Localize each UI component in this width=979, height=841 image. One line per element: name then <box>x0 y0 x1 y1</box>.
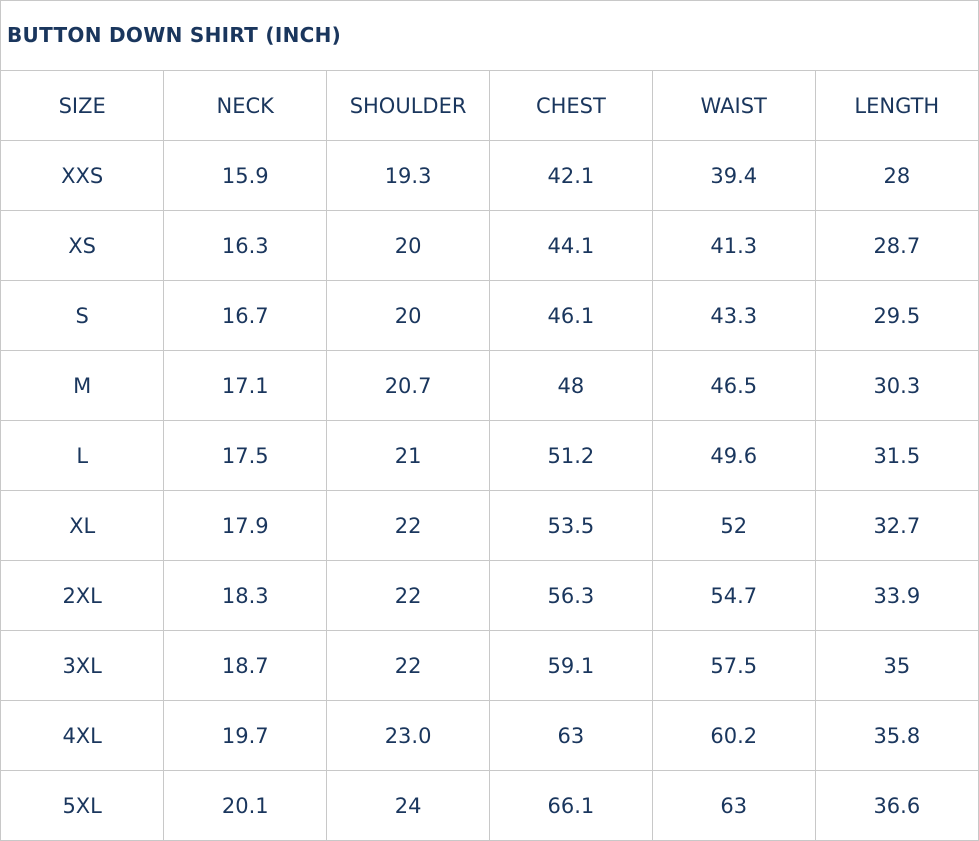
table-cell: 18.3 <box>163 560 328 631</box>
table-cell: 29.5 <box>815 280 978 351</box>
table-cell: 46.5 <box>652 350 816 421</box>
column-header: CHEST <box>489 71 653 141</box>
column-header: LENGTH <box>815 71 978 141</box>
table-cell: 20 <box>326 210 490 281</box>
table-cell: 35 <box>815 630 978 701</box>
table-row: 5XL 20.1 24 66.1 63 36.6 <box>1 770 978 840</box>
table-cell: 32.7 <box>815 490 978 561</box>
table-cell: 24 <box>326 770 490 840</box>
table-row: 4XL 19.7 23.0 63 60.2 35.8 <box>1 700 978 771</box>
table-cell: 21 <box>326 420 490 491</box>
table-cell: 28 <box>815 140 978 211</box>
table-cell: 46.1 <box>489 280 653 351</box>
table-row: M 17.1 20.7 48 46.5 30.3 <box>1 350 978 421</box>
table-cell: 63 <box>652 770 816 840</box>
table-cell: 17.9 <box>163 490 328 561</box>
table-cell: 31.5 <box>815 420 978 491</box>
table-cell: 66.1 <box>489 770 653 840</box>
table-cell: 20.1 <box>163 770 328 840</box>
table-cell: 16.7 <box>163 280 328 351</box>
table-cell: 30.3 <box>815 350 978 421</box>
table-cell: 20.7 <box>326 350 490 421</box>
column-header: SIZE <box>1 71 165 141</box>
table-cell: 43.3 <box>652 280 816 351</box>
chart-title: BUTTON DOWN SHIRT (INCH) <box>1 1 978 71</box>
table-cell: S <box>1 280 165 351</box>
header-row: SIZE NECK SHOULDER CHEST WAIST LENGTH <box>1 71 978 141</box>
table-cell: 2XL <box>1 560 165 631</box>
table-cell: 44.1 <box>489 210 653 281</box>
table-cell: 18.7 <box>163 630 328 701</box>
table-cell: L <box>1 420 165 491</box>
table-row: S 16.7 20 46.1 43.3 29.5 <box>1 280 978 351</box>
table-cell: 15.9 <box>163 140 328 211</box>
column-header: NECK <box>163 71 328 141</box>
table-cell: 54.7 <box>652 560 816 631</box>
table-row: XS 16.3 20 44.1 41.3 28.7 <box>1 210 978 281</box>
table-row: L 17.5 21 51.2 49.6 31.5 <box>1 420 978 491</box>
table-cell: 63 <box>489 700 653 771</box>
table-cell: 49.6 <box>652 420 816 491</box>
table-cell: 17.1 <box>163 350 328 421</box>
column-header: SHOULDER <box>326 71 490 141</box>
table-row: XL 17.9 22 53.5 52 32.7 <box>1 490 978 561</box>
table-cell: 5XL <box>1 770 165 840</box>
table-cell: 60.2 <box>652 700 816 771</box>
table-cell: 52 <box>652 490 816 561</box>
table-cell: 59.1 <box>489 630 653 701</box>
size-table: SIZE NECK SHOULDER CHEST WAIST LENGTH XXS 15.9 1… <box>1 71 978 840</box>
table-cell: 19.7 <box>163 700 328 771</box>
table-cell: 35.8 <box>815 700 978 771</box>
table-cell: 22 <box>326 630 490 701</box>
table-cell: XL <box>1 490 165 561</box>
table-cell: 3XL <box>1 630 165 701</box>
table-row: 3XL 18.7 22 59.1 57.5 35 <box>1 630 978 701</box>
table-cell: 23.0 <box>326 700 490 771</box>
table-cell: 41.3 <box>652 210 816 281</box>
table-cell: XS <box>1 210 165 281</box>
table-cell: 22 <box>326 490 490 561</box>
table-cell: 20 <box>326 280 490 351</box>
table-cell: M <box>1 350 165 421</box>
table-cell: 28.7 <box>815 210 978 281</box>
table-cell: 4XL <box>1 700 165 771</box>
table-cell: 17.5 <box>163 420 328 491</box>
column-header: WAIST <box>652 71 816 141</box>
table-cell: 42.1 <box>489 140 653 211</box>
table-cell: XXS <box>1 140 165 211</box>
table-cell: 56.3 <box>489 560 653 631</box>
table-cell: 22 <box>326 560 490 631</box>
table-cell: 19.3 <box>326 140 490 211</box>
table-cell: 53.5 <box>489 490 653 561</box>
table-cell: 48 <box>489 350 653 421</box>
table-row: 2XL 18.3 22 56.3 54.7 33.9 <box>1 560 978 631</box>
table-cell: 36.6 <box>873 793 921 818</box>
table-row: XXS 15.9 19.3 42.1 39.4 28 <box>1 140 978 211</box>
table-cell: 33.9 <box>815 560 978 631</box>
table-cell: 51.2 <box>489 420 653 491</box>
table-cell: 16.3 <box>163 210 328 281</box>
table-cell: 39.4 <box>652 140 816 211</box>
table-cell: 57.5 <box>652 630 816 701</box>
